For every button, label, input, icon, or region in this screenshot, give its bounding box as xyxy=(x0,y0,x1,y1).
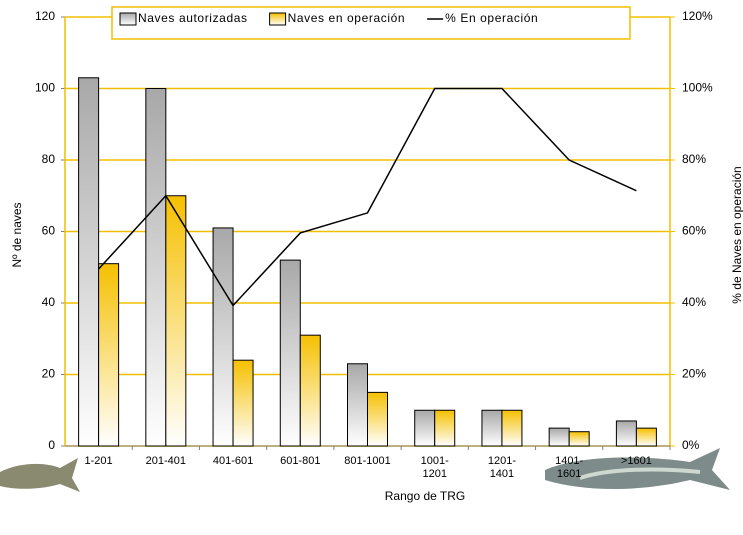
bar xyxy=(616,421,636,446)
bar xyxy=(415,410,435,446)
legend-label: % En operación xyxy=(445,11,538,25)
legend: Naves autorizadas Naves en operación % En … xyxy=(112,7,630,39)
bar xyxy=(280,260,300,446)
legend-swatch xyxy=(120,13,136,25)
bar xyxy=(233,360,253,446)
y2-tick-label: 40% xyxy=(682,295,706,309)
y2-tick-label: 0% xyxy=(682,438,700,452)
legend-swatch xyxy=(270,13,286,25)
y2-tick-label: 60% xyxy=(682,224,706,238)
x-tick-label: 1201-1401 xyxy=(478,455,526,481)
bar xyxy=(549,428,569,446)
x-tick-label: >1601 xyxy=(612,455,660,468)
bar xyxy=(213,228,233,446)
bar xyxy=(79,78,99,446)
x-tick-label: 1-201 xyxy=(75,455,123,468)
y2-axis-title: % de Naves en operación xyxy=(730,166,743,303)
bar xyxy=(502,410,522,446)
y-tick-label: 0 xyxy=(48,438,55,452)
x-tick-label: 1001-1201 xyxy=(411,455,459,481)
y-tick-label: 40 xyxy=(42,295,56,309)
y2-tick-label: 120% xyxy=(682,9,713,23)
legend-label: Naves autorizadas xyxy=(138,11,248,25)
x-tick-label: 601-801 xyxy=(276,455,324,468)
bar xyxy=(146,89,166,447)
bar xyxy=(348,364,368,446)
y-tick-label: 120 xyxy=(35,9,55,23)
x-tick-label: 401-601 xyxy=(209,455,257,468)
page: Rango de TRG Nº de naves % de Naves en o… xyxy=(0,0,743,535)
y-tick-label: 20 xyxy=(42,367,56,381)
y-axis-title: Nº de naves xyxy=(10,202,24,267)
x-tick-label: 1401-1601 xyxy=(545,455,593,481)
bar xyxy=(435,410,455,446)
bar xyxy=(482,410,502,446)
bar xyxy=(99,264,119,446)
y2-tick-label: 20% xyxy=(682,367,706,381)
fish-left xyxy=(0,458,80,492)
bar xyxy=(636,428,656,446)
y2-tick-label: 100% xyxy=(682,81,713,95)
y2-tick-label: 80% xyxy=(682,152,706,166)
y-tick-label: 100 xyxy=(35,81,55,95)
x-axis-title: Rango de TRG xyxy=(385,489,466,503)
bar xyxy=(166,196,186,446)
bar xyxy=(569,432,589,446)
x-tick-label: 801-1001 xyxy=(344,455,392,468)
legend-label: Naves en operación xyxy=(288,11,406,25)
bar xyxy=(368,392,388,446)
y-tick-label: 80 xyxy=(42,152,56,166)
bar xyxy=(300,335,320,446)
x-tick-label: 201-401 xyxy=(142,455,190,468)
y-tick-label: 60 xyxy=(42,224,56,238)
